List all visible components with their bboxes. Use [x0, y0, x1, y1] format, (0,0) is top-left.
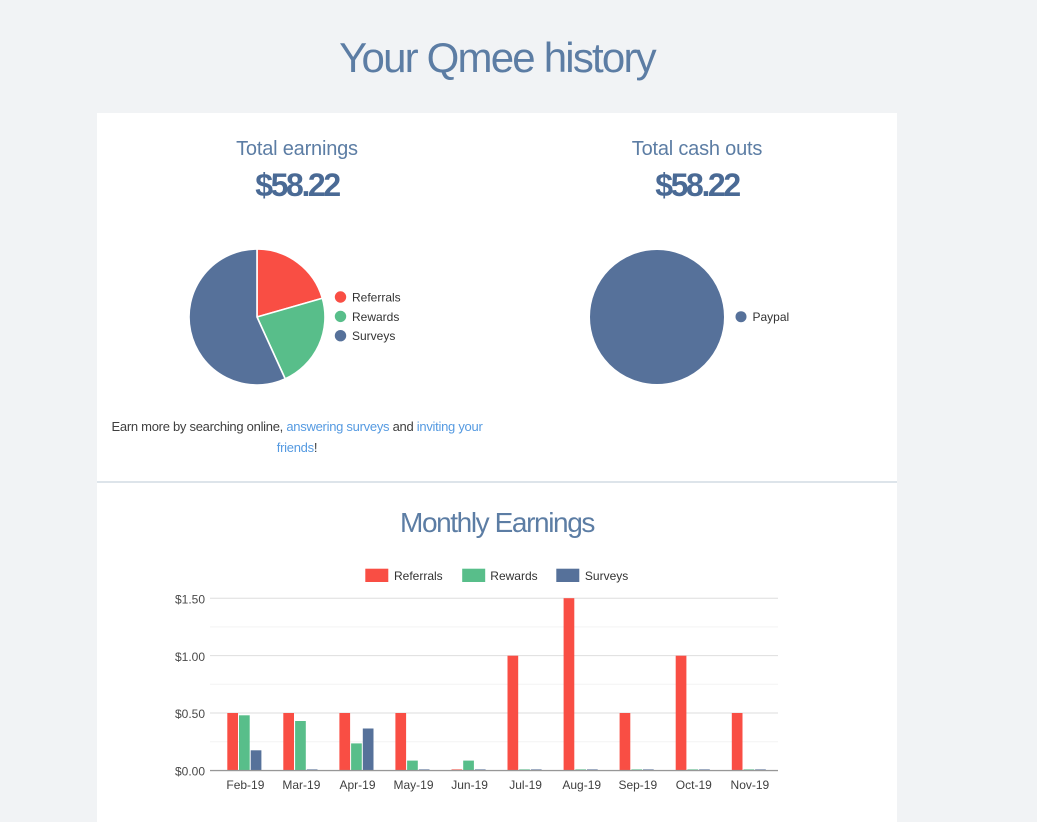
svg-text:Rewards: Rewards: [490, 569, 537, 583]
svg-text:Rewards: Rewards: [352, 310, 399, 324]
svg-text:Referrals: Referrals: [394, 569, 443, 583]
svg-text:Apr-19: Apr-19: [339, 778, 375, 792]
svg-text:Jun-19: Jun-19: [451, 778, 488, 792]
svg-text:$1.00: $1.00: [175, 650, 205, 664]
svg-text:Mar-19: Mar-19: [282, 778, 320, 792]
svg-text:$0.50: $0.50: [175, 707, 205, 721]
svg-text:Aug-19: Aug-19: [562, 778, 601, 792]
svg-text:Jul-19: Jul-19: [509, 778, 542, 792]
svg-text:$1.50: $1.50: [175, 592, 205, 606]
svg-text:Surveys: Surveys: [585, 569, 628, 583]
svg-text:Paypal: Paypal: [753, 310, 790, 324]
svg-text:Feb-19: Feb-19: [226, 778, 264, 792]
svg-text:Nov-19: Nov-19: [731, 778, 770, 792]
svg-text:May-19: May-19: [393, 778, 433, 792]
svg-text:Sep-19: Sep-19: [618, 778, 657, 792]
svg-text:Referrals: Referrals: [352, 291, 401, 305]
svg-text:Oct-19: Oct-19: [676, 778, 712, 792]
svg-text:Surveys: Surveys: [352, 329, 395, 343]
svg-text:$0.00: $0.00: [175, 765, 205, 779]
